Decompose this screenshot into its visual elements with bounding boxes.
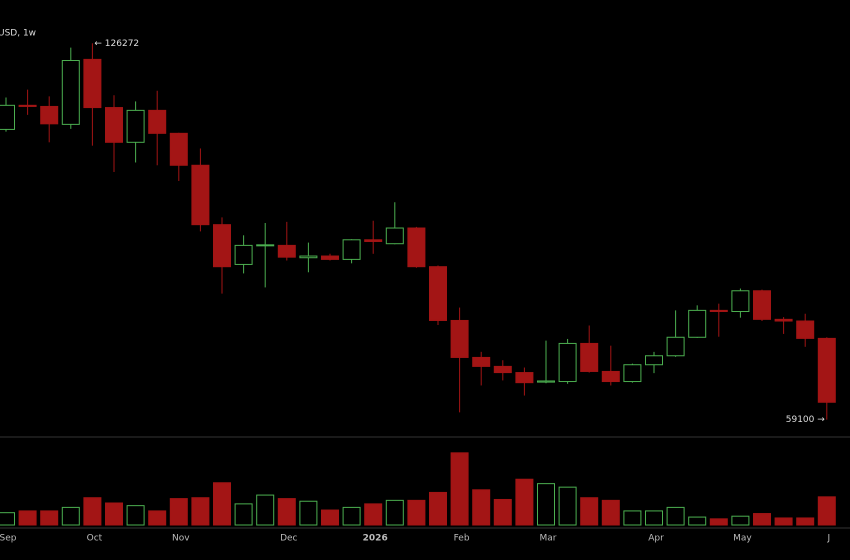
volume-bar <box>645 510 663 526</box>
low-annotation: 59100 → <box>786 415 825 425</box>
volume-bar <box>407 499 426 526</box>
volume-bar <box>493 498 512 526</box>
volume-bar <box>364 503 383 526</box>
candle-body <box>385 227 404 245</box>
candle-body <box>148 109 167 134</box>
candle-body <box>817 337 836 403</box>
volume-bar <box>342 506 361 526</box>
candle-body <box>774 318 793 322</box>
x-tick-label: Nov <box>172 534 190 544</box>
candle-body <box>169 132 188 166</box>
volume-bar <box>558 486 577 526</box>
volume-bar <box>321 509 339 526</box>
volume-bar <box>472 489 491 526</box>
volume-bar <box>256 494 275 526</box>
volume-bar <box>277 498 296 526</box>
candle-body <box>601 370 620 383</box>
candle-body <box>645 355 663 366</box>
candle-body <box>299 255 318 259</box>
candle-body <box>537 380 555 383</box>
candle-body <box>342 239 361 260</box>
candle-body <box>277 244 296 258</box>
volume-bar <box>774 517 793 526</box>
volume-bar <box>234 503 253 526</box>
x-tick-label: Mar <box>540 534 557 544</box>
x-tick-label: May <box>733 534 752 544</box>
volume-bar <box>817 496 836 526</box>
candle-body <box>472 356 491 367</box>
candle-body <box>18 104 37 107</box>
volume-bar <box>83 497 102 526</box>
volume-bar <box>40 510 59 526</box>
x-tick-label: Oct <box>87 534 103 544</box>
candle-body <box>753 290 771 320</box>
candle-body <box>688 309 707 338</box>
candle-body <box>796 320 815 339</box>
volume-bar <box>148 510 167 526</box>
volume-bar <box>796 517 815 526</box>
candle-body <box>429 266 447 321</box>
candle-body <box>364 239 383 242</box>
volume-bar <box>450 452 469 526</box>
candle-body <box>40 105 59 125</box>
volume-bar <box>709 518 728 526</box>
x-tick-label: J <box>826 534 830 544</box>
volume-bar <box>169 498 188 526</box>
volume-bar <box>688 516 707 526</box>
volume-bar <box>580 497 599 526</box>
volume-bar <box>18 510 37 526</box>
high-annotation: ← 126272 <box>94 39 139 49</box>
candle-body <box>191 164 210 226</box>
volume-bar <box>429 491 447 526</box>
candle-body <box>580 342 599 372</box>
candle-body <box>515 372 534 384</box>
volume-bar <box>515 478 534 526</box>
candle-body <box>731 290 750 313</box>
volume-bar <box>126 505 145 526</box>
candle-body <box>83 58 102 109</box>
volume-bar <box>537 483 555 526</box>
x-tick-label: Apr <box>648 534 664 544</box>
candle-body <box>105 107 123 143</box>
candle-body <box>0 104 15 130</box>
volume-bar <box>385 499 404 526</box>
volume-bar <box>61 506 80 526</box>
x-tick-label: 2026 <box>363 534 388 544</box>
volume-bar <box>0 512 15 526</box>
volume-bar <box>191 497 210 526</box>
candle-body <box>61 60 80 125</box>
volume-bar <box>753 513 771 526</box>
volume-bar <box>666 506 685 526</box>
candle-body <box>450 319 469 358</box>
candle-body <box>213 224 231 268</box>
candle-body <box>126 109 145 143</box>
x-tick-label: Feb <box>454 534 470 544</box>
volume-bar <box>105 502 123 526</box>
volume-bar <box>623 510 642 526</box>
candle-body <box>256 244 275 247</box>
candle-body <box>407 227 426 268</box>
volume-bar <box>299 500 318 526</box>
candle-body <box>623 364 642 383</box>
chart-title: USD, 1w <box>0 29 36 39</box>
volume-bar <box>731 515 750 526</box>
candle-body <box>234 244 253 265</box>
x-tick-label: Dec <box>280 534 297 544</box>
candle-body <box>321 255 339 260</box>
candle-body <box>666 336 685 357</box>
x-tick-label: Sep <box>0 534 17 544</box>
candle-body <box>709 309 728 313</box>
candle-body <box>558 342 577 383</box>
candle-body <box>493 365 512 374</box>
volume-bar <box>213 482 231 526</box>
volume-bar <box>601 499 620 526</box>
